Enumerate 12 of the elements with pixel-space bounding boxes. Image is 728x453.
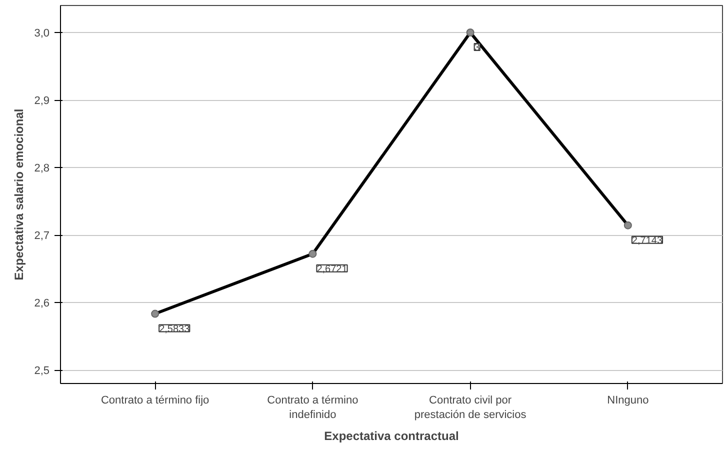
y-tick-label: 2,7 [34, 230, 50, 242]
x-tick-label: NInguno [607, 394, 649, 406]
y-tick-label: 2,5 [34, 365, 50, 377]
y-tick-label: 2,9 [34, 95, 50, 107]
x-tick-label: Contrato civil por prestación de servicios [414, 394, 527, 421]
y-tick-label: 2,8 [34, 162, 50, 174]
y-tick-label: 3,0 [34, 28, 50, 40]
y-tick-label: 2,6 [34, 298, 50, 310]
x-tick-label: Contrato a término indefinido [267, 394, 358, 421]
x-axis-title: Expectativa contractual [324, 428, 459, 443]
x-tick-label: Contrato a término fijo [100, 394, 210, 406]
y-axis-title: Expectativa salario emocional [12, 108, 26, 280]
